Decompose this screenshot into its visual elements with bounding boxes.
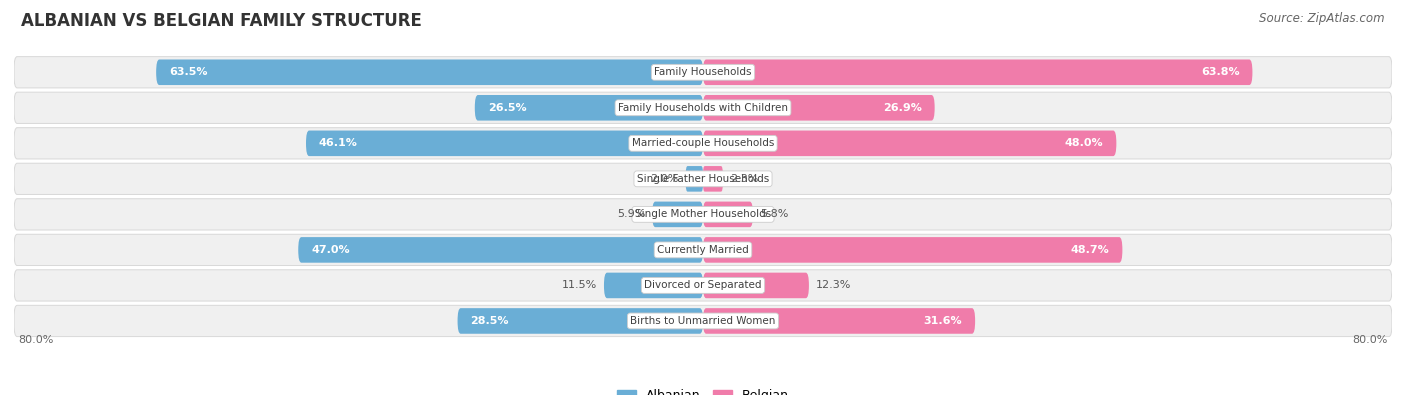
FancyBboxPatch shape [703, 237, 1122, 263]
Text: Currently Married: Currently Married [657, 245, 749, 255]
Text: 80.0%: 80.0% [18, 335, 53, 345]
Text: Single Father Households: Single Father Households [637, 174, 769, 184]
FancyBboxPatch shape [703, 95, 935, 120]
Text: 12.3%: 12.3% [815, 280, 851, 290]
Text: 63.8%: 63.8% [1201, 67, 1240, 77]
Text: 31.6%: 31.6% [924, 316, 962, 326]
FancyBboxPatch shape [14, 128, 1392, 159]
Text: 26.5%: 26.5% [488, 103, 526, 113]
Text: Divorced or Separated: Divorced or Separated [644, 280, 762, 290]
Text: 2.0%: 2.0% [651, 174, 679, 184]
Text: 28.5%: 28.5% [471, 316, 509, 326]
Text: Births to Unmarried Women: Births to Unmarried Women [630, 316, 776, 326]
Text: ALBANIAN VS BELGIAN FAMILY STRUCTURE: ALBANIAN VS BELGIAN FAMILY STRUCTURE [21, 12, 422, 30]
FancyBboxPatch shape [14, 234, 1392, 265]
Text: 63.5%: 63.5% [169, 67, 208, 77]
Text: 46.1%: 46.1% [319, 138, 357, 148]
FancyBboxPatch shape [703, 201, 754, 227]
FancyBboxPatch shape [703, 273, 808, 298]
FancyBboxPatch shape [307, 130, 703, 156]
Text: 26.9%: 26.9% [883, 103, 922, 113]
FancyBboxPatch shape [703, 60, 1253, 85]
FancyBboxPatch shape [14, 92, 1392, 123]
FancyBboxPatch shape [703, 308, 976, 334]
Text: Single Mother Households: Single Mother Households [636, 209, 770, 219]
Legend: Albanian, Belgian: Albanian, Belgian [612, 384, 794, 395]
FancyBboxPatch shape [156, 60, 703, 85]
Text: 5.9%: 5.9% [617, 209, 645, 219]
FancyBboxPatch shape [652, 201, 703, 227]
FancyBboxPatch shape [703, 166, 723, 192]
FancyBboxPatch shape [475, 95, 703, 120]
Text: 11.5%: 11.5% [562, 280, 598, 290]
FancyBboxPatch shape [605, 273, 703, 298]
FancyBboxPatch shape [14, 305, 1392, 337]
FancyBboxPatch shape [457, 308, 703, 334]
Text: Family Households: Family Households [654, 67, 752, 77]
FancyBboxPatch shape [686, 166, 703, 192]
FancyBboxPatch shape [14, 199, 1392, 230]
Text: 2.3%: 2.3% [730, 174, 758, 184]
Text: 48.7%: 48.7% [1071, 245, 1109, 255]
Text: 47.0%: 47.0% [311, 245, 350, 255]
FancyBboxPatch shape [14, 270, 1392, 301]
Text: Married-couple Households: Married-couple Households [631, 138, 775, 148]
FancyBboxPatch shape [298, 237, 703, 263]
Text: 80.0%: 80.0% [1353, 335, 1388, 345]
Text: Family Households with Children: Family Households with Children [619, 103, 787, 113]
Text: 5.8%: 5.8% [759, 209, 789, 219]
FancyBboxPatch shape [14, 56, 1392, 88]
Text: 48.0%: 48.0% [1064, 138, 1104, 148]
FancyBboxPatch shape [14, 163, 1392, 194]
FancyBboxPatch shape [703, 130, 1116, 156]
Text: Source: ZipAtlas.com: Source: ZipAtlas.com [1260, 12, 1385, 25]
